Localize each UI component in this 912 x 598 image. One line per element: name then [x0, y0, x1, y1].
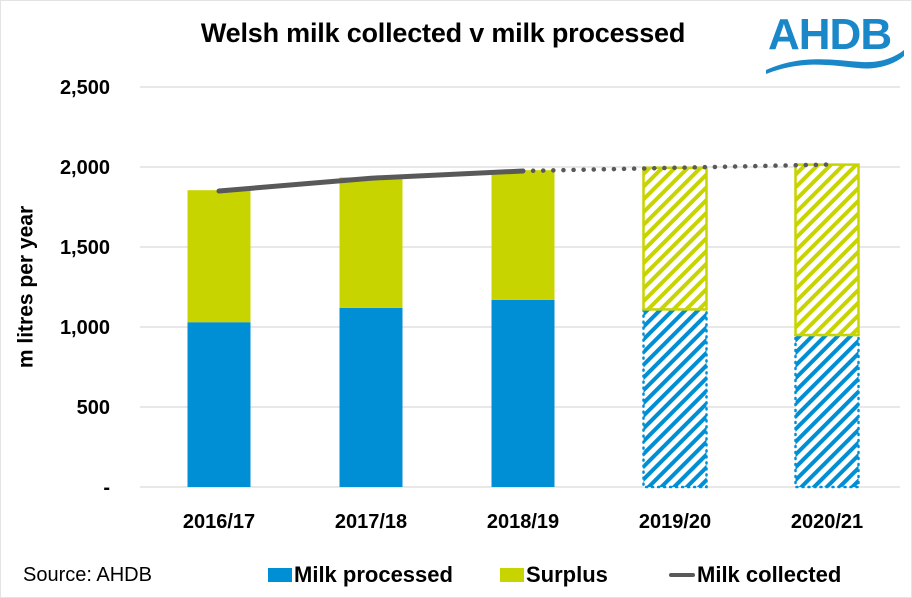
legend-label: Milk collected	[697, 562, 842, 587]
bar-surplus	[642, 166, 708, 311]
legend-item-milk-processed: Milk processed	[268, 562, 453, 588]
source-note: Source: AHDB	[23, 564, 152, 586]
logo-text: AHDB	[768, 10, 892, 59]
legend-swatch-milk-processed	[268, 568, 292, 582]
bars	[187, 163, 860, 489]
legend-swatch-milk-collected	[669, 573, 695, 577]
bar-surplus	[491, 170, 555, 300]
legend-swatch-surplus	[500, 568, 524, 582]
x-tick-label: 2018/19	[487, 511, 559, 533]
chart-title: Welsh milk collected v milk processed	[0, 18, 912, 49]
y-tick-label: 1,500	[60, 237, 110, 259]
y-tick-label: -	[103, 477, 110, 499]
milk-collected-line	[216, 162, 830, 194]
y-tick-label: 500	[77, 397, 110, 419]
line-milk-collected-actual	[216, 168, 526, 194]
bar-milk-processed	[642, 308, 708, 489]
y-tick-label: 1,000	[60, 317, 110, 339]
x-tick-label: 2019/20	[639, 511, 711, 533]
y-axis-label: m litres per year	[15, 206, 38, 368]
x-tick-label: 2016/17	[183, 511, 255, 533]
logo-wave-icon	[766, 50, 904, 74]
x-tick-label: 2020/21	[791, 511, 863, 533]
bar-surplus	[794, 163, 860, 337]
bar-milk-processed	[339, 307, 403, 487]
y-axis-ticks: - 500 1,000 1,500 2,000 2,500	[60, 77, 110, 499]
x-axis-ticks: 2016/17 2017/18 2018/19 2019/20 2020/21	[183, 511, 863, 533]
ahdb-logo: AHDB	[762, 8, 907, 76]
bar-surplus	[339, 177, 403, 308]
legend-item-milk-collected: Milk collected	[669, 562, 841, 588]
x-tick-label: 2017/18	[335, 511, 407, 533]
bar-milk-processed	[187, 322, 251, 487]
y-tick-label: 2,000	[60, 157, 110, 179]
bar-surplus	[187, 190, 251, 323]
bar-milk-processed	[491, 299, 555, 487]
bar-milk-processed	[794, 333, 860, 489]
legend: Source: AHDB Milk processed Surplus Milk…	[0, 562, 912, 588]
legend-label: Milk processed	[294, 562, 453, 587]
line-milk-collected-forecast	[520, 162, 830, 174]
chart-title-text: Welsh milk collected v milk processed	[200, 18, 686, 48]
legend-label: Surplus	[526, 562, 608, 587]
legend-item-surplus: Surplus	[500, 562, 608, 588]
y-tick-label: 2,500	[60, 77, 110, 99]
